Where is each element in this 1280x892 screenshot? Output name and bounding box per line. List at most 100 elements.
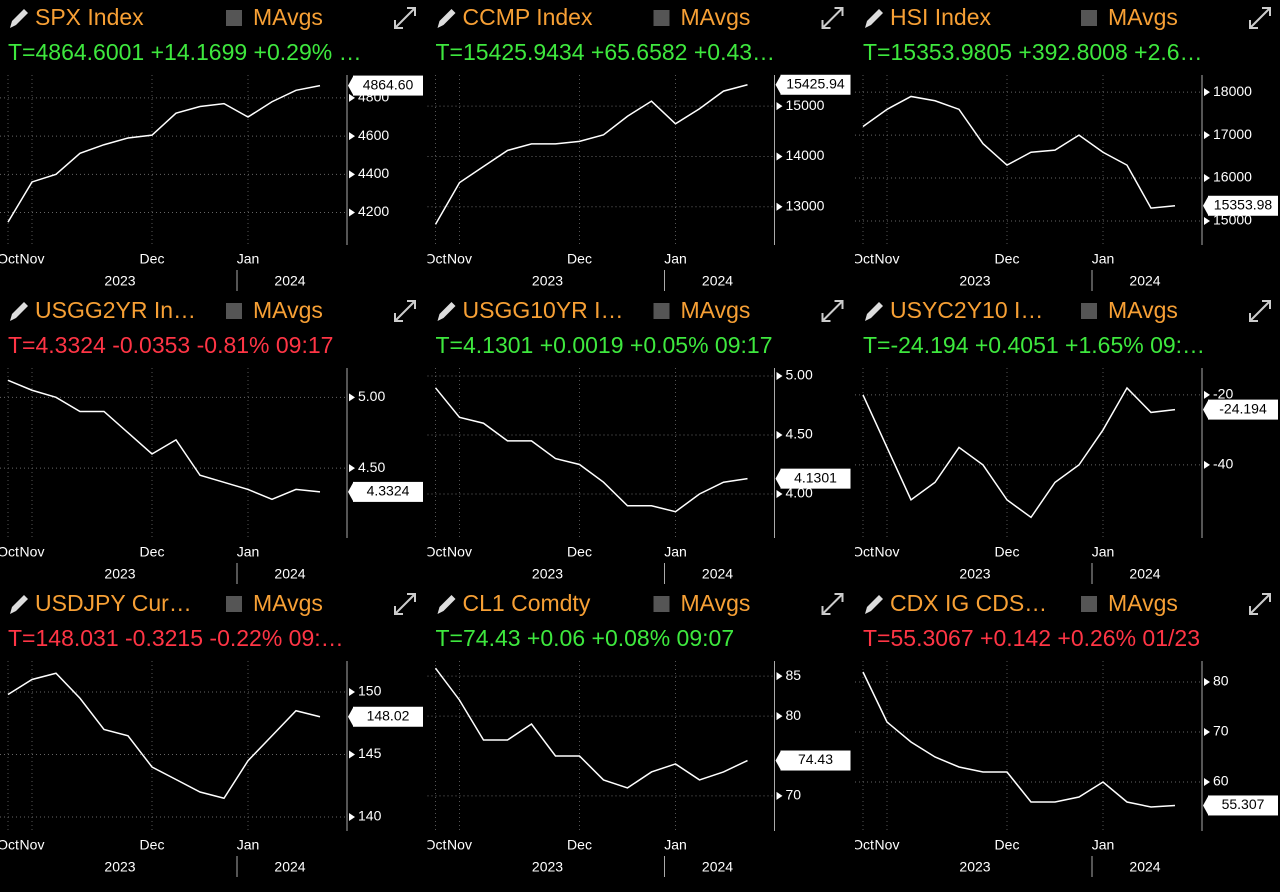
tick-mark bbox=[1204, 216, 1210, 225]
mavgs-label[interactable]: MAvgs bbox=[253, 297, 323, 323]
mavgs-checkbox[interactable] bbox=[1081, 596, 1097, 612]
y-tick-label: 140 bbox=[358, 808, 382, 824]
y-tick-label: 17000 bbox=[1213, 126, 1252, 142]
chart-panel: CDX IG CDS… MAvgs T=55.3067 +0.142 +0.26% … bbox=[855, 590, 1278, 877]
expand-icon[interactable] bbox=[394, 7, 416, 29]
mavgs-checkbox[interactable] bbox=[653, 596, 670, 612]
mavgs-label[interactable]: MAvgs bbox=[681, 4, 751, 30]
x-tick-label: Oct bbox=[0, 544, 19, 560]
mavgs-checkbox[interactable] bbox=[226, 596, 242, 612]
edit-icon[interactable] bbox=[437, 302, 456, 321]
tick-mark bbox=[776, 712, 783, 721]
y-tick-label: 16000 bbox=[1213, 169, 1252, 185]
edit-icon[interactable] bbox=[437, 9, 456, 28]
edit-icon[interactable] bbox=[865, 595, 883, 614]
mavgs-checkbox[interactable] bbox=[226, 10, 242, 26]
last-value-box bbox=[1208, 195, 1278, 216]
chart-panel: CL1 Comdty MAvgs T=74.43 +0.06 +0.08% 09:0… bbox=[427, 590, 851, 877]
expand-icon[interactable] bbox=[821, 593, 844, 615]
edit-icon[interactable] bbox=[10, 302, 28, 321]
expand-icon[interactable] bbox=[394, 593, 416, 615]
y-tick-label: 70 bbox=[1213, 723, 1229, 739]
expand-icon[interactable] bbox=[821, 7, 844, 29]
expand-icon[interactable] bbox=[394, 300, 416, 322]
chart-title[interactable]: SPX Index bbox=[35, 4, 144, 30]
last-value-label: 15425.94 bbox=[786, 75, 845, 91]
chart-title[interactable]: USGG10YR I… bbox=[463, 297, 624, 323]
y-tick-label: 80 bbox=[1213, 673, 1229, 689]
edit-icon[interactable] bbox=[10, 595, 28, 614]
edit-icon[interactable] bbox=[865, 9, 883, 28]
tick-mark bbox=[349, 93, 355, 102]
mavgs-label[interactable]: MAvgs bbox=[253, 590, 323, 616]
mavgs-checkbox[interactable] bbox=[653, 10, 670, 26]
expand-icon[interactable] bbox=[1249, 7, 1271, 29]
tick-mark bbox=[1204, 131, 1210, 140]
tick-mark bbox=[776, 202, 783, 211]
chart-title[interactable]: CCMP Index bbox=[463, 4, 593, 30]
expand-icon[interactable] bbox=[1249, 593, 1271, 615]
tick-mark bbox=[776, 672, 783, 681]
last-value-box bbox=[1208, 399, 1278, 420]
expand-icon[interactable] bbox=[821, 300, 844, 322]
x-tick-label: Jan bbox=[1092, 837, 1115, 853]
mavgs-label[interactable]: MAvgs bbox=[681, 590, 751, 616]
chart-title[interactable]: USDJPY Cur… bbox=[35, 590, 192, 616]
tick-mark bbox=[1204, 174, 1210, 183]
year-label: 2024 bbox=[274, 273, 305, 289]
mavgs-label[interactable]: MAvgs bbox=[1108, 297, 1178, 323]
tick-mark bbox=[776, 372, 783, 381]
x-tick-label: Dec bbox=[995, 251, 1020, 267]
x-tick-label: Oct bbox=[0, 837, 19, 853]
tick-mark bbox=[776, 431, 783, 440]
mavgs-checkbox[interactable] bbox=[226, 303, 242, 319]
chart-title[interactable]: HSI Index bbox=[890, 4, 991, 30]
last-value-label: 4.3324 bbox=[367, 483, 410, 499]
x-tick-label: Nov bbox=[875, 544, 900, 560]
last-value-pointer bbox=[348, 707, 353, 726]
quote-line: T=4864.6001 +14.1699 +0.29% … bbox=[8, 39, 362, 65]
year-label: 2024 bbox=[702, 566, 733, 582]
last-value-box bbox=[780, 468, 851, 489]
last-value-label: 55.307 bbox=[1222, 796, 1265, 812]
mavgs-label[interactable]: MAvgs bbox=[1108, 590, 1178, 616]
x-tick-label: Oct bbox=[852, 251, 874, 267]
last-value-box bbox=[353, 75, 423, 96]
x-tick-label: Nov bbox=[447, 544, 472, 560]
y-tick-label: 5.00 bbox=[358, 388, 385, 404]
chart-title[interactable]: USYC2Y10 I… bbox=[890, 297, 1043, 323]
tick-mark bbox=[349, 393, 355, 402]
tick-mark bbox=[1204, 460, 1210, 469]
chart-title[interactable]: CDX IG CDS… bbox=[890, 590, 1047, 616]
mavgs-label[interactable]: MAvgs bbox=[681, 297, 751, 323]
tick-mark bbox=[349, 208, 355, 217]
mavgs-label[interactable]: MAvgs bbox=[253, 4, 323, 30]
year-label: 2023 bbox=[532, 566, 563, 582]
edit-icon[interactable] bbox=[437, 595, 456, 614]
tick-mark bbox=[1204, 678, 1210, 686]
last-value-pointer bbox=[348, 482, 353, 501]
chart-title[interactable]: CL1 Comdty bbox=[463, 590, 591, 616]
x-tick-label: Nov bbox=[20, 837, 45, 853]
x-tick-label: Dec bbox=[567, 251, 592, 267]
expand-icon[interactable] bbox=[1249, 300, 1271, 322]
last-value-box bbox=[780, 74, 851, 95]
last-value-label: 15353.98 bbox=[1214, 196, 1273, 212]
year-label: 2024 bbox=[702, 273, 733, 289]
chart-panel: USGG10YR I… MAvgs T=4.1301 +0.0019 +0.05% … bbox=[427, 297, 851, 584]
last-value-box bbox=[353, 481, 423, 502]
mavgs-label[interactable]: MAvgs bbox=[1108, 4, 1178, 30]
chart-panel: CCMP Index MAvgs T=15425.9434 +65.6582 +0.… bbox=[427, 4, 851, 291]
year-label: 2024 bbox=[274, 566, 305, 582]
year-label: 2023 bbox=[104, 859, 135, 875]
tick-mark bbox=[349, 688, 355, 696]
edit-icon[interactable] bbox=[10, 9, 28, 28]
y-tick-label: 13000 bbox=[786, 197, 825, 213]
x-tick-label: Dec bbox=[567, 837, 592, 853]
mavgs-checkbox[interactable] bbox=[1081, 303, 1097, 319]
mavgs-checkbox[interactable] bbox=[653, 303, 670, 319]
tick-mark bbox=[1204, 390, 1210, 399]
chart-title[interactable]: USGG2YR In… bbox=[35, 297, 196, 323]
mavgs-checkbox[interactable] bbox=[1081, 10, 1097, 26]
edit-icon[interactable] bbox=[865, 302, 883, 321]
